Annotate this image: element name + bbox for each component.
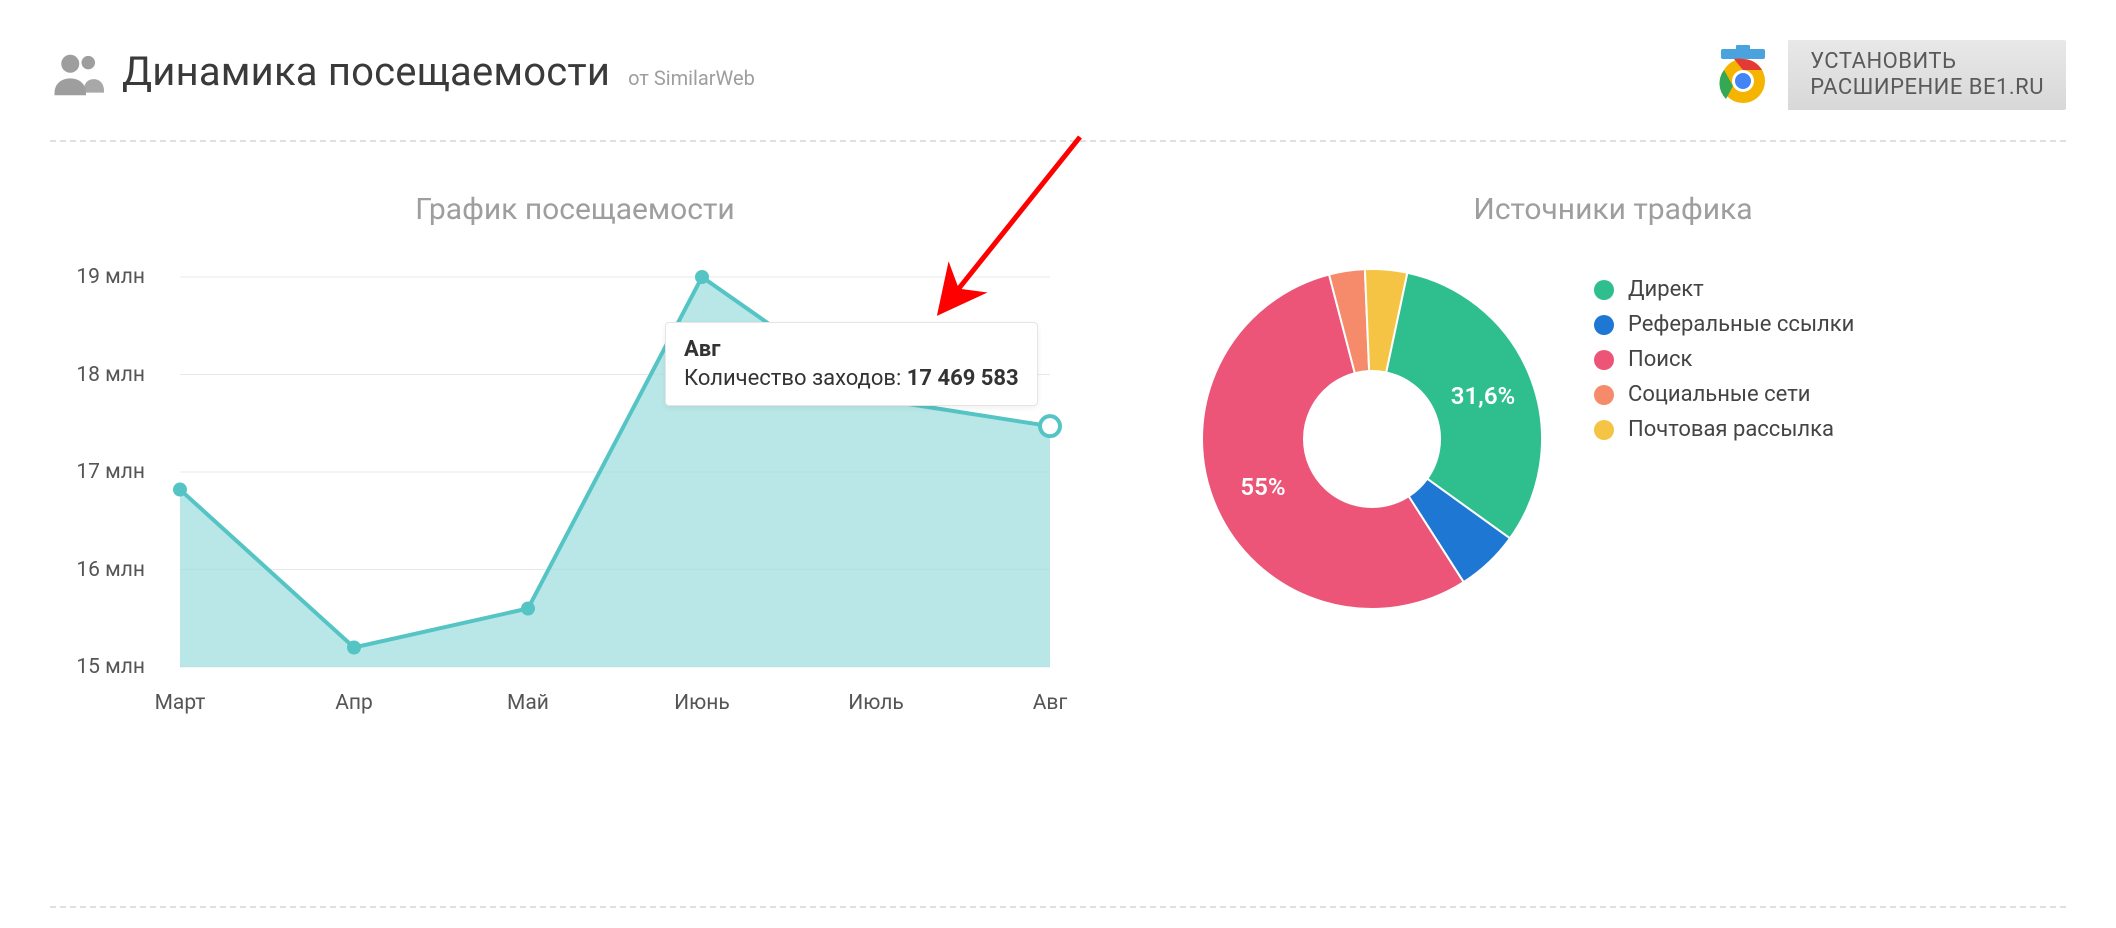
header-left: Динамика посещаемости от SimilarWeb [50, 48, 755, 102]
x-tick-label: Авг [1033, 691, 1068, 715]
page-title: Динамика посещаемости [122, 48, 610, 95]
legend-label: Поиск [1628, 347, 1692, 372]
legend-swatch [1594, 420, 1614, 440]
donut-pct-label: 55% [1240, 473, 1285, 501]
x-tick-label: Июнь [674, 691, 730, 715]
legend-swatch [1594, 385, 1614, 405]
y-tick-label: 15 млн [50, 655, 145, 679]
y-tick-label: 18 млн [50, 363, 145, 387]
traffic-chart-column: График посещаемости 15 млн 16 млн 17 млн 18… [50, 192, 1100, 727]
legend-item[interactable]: Директ [1594, 277, 1854, 302]
ext-line-2: РАСШИРЕНИЕ BE1.RU [1810, 75, 2044, 101]
footer-divider [50, 906, 2066, 908]
legend-item[interactable]: Почтовая рассылка [1594, 417, 1854, 442]
y-tick-label: 16 млн [50, 558, 145, 582]
header: Динамика посещаемости от SimilarWeb УСТА… [50, 40, 2066, 110]
legend-swatch [1594, 315, 1614, 335]
dashboard-card: Динамика посещаемости от SimilarWeb УСТА… [0, 0, 2116, 928]
install-extension-banner[interactable]: УСТАНОВИТЬ РАСШИРЕНИЕ BE1.RU [1698, 40, 2066, 110]
extension-text: УСТАНОВИТЬ РАСШИРЕНИЕ BE1.RU [1788, 49, 2066, 102]
legend-swatch [1594, 280, 1614, 300]
legend-item[interactable]: Поиск [1594, 347, 1854, 372]
x-tick-label: Март [155, 691, 206, 715]
x-tick-label: Май [507, 691, 549, 715]
legend-item[interactable]: Реферальные ссылки [1594, 312, 1854, 337]
y-tick-label: 17 млн [50, 460, 145, 484]
donut-svg [1200, 267, 1544, 611]
line-chart[interactable]: 15 млн 16 млн 17 млн 18 млн 19 млн Март Апр Ма… [50, 267, 1100, 727]
y-tick-label: 19 млн [50, 265, 145, 289]
x-tick-label: Июль [848, 691, 904, 715]
donut-chart[interactable]: 31,6% 55% Директ Реферальные ссылки Поиск Со… [1160, 267, 2066, 615]
x-tick-label: Апр [335, 691, 373, 715]
legend-label: Реферальные ссылки [1628, 312, 1854, 337]
legend-label: Директ [1628, 277, 1704, 302]
chrome-icon [1698, 40, 1788, 110]
tooltip-label: Количество заходов: [684, 366, 901, 391]
donut-pct-label: 31,6% [1451, 382, 1515, 410]
tooltip-value: 17 469 583 [907, 366, 1019, 391]
line-chart-title: График посещаемости [50, 192, 1100, 227]
charts-row: График посещаемости 15 млн 16 млн 17 млн 18… [50, 192, 2066, 727]
users-icon [50, 48, 104, 102]
legend-label: Почтовая рассылка [1628, 417, 1834, 442]
page-subtitle: от SimilarWeb [628, 66, 755, 90]
traffic-sources-column: Источники трафика 31,6% 55% Директ Реферал… [1160, 192, 2066, 727]
ext-line-1: УСТАНОВИТЬ [1810, 49, 2044, 75]
chart-tooltip: Авг Количество заходов: 17 469 583 [665, 322, 1038, 406]
legend-item[interactable]: Социальные сети [1594, 382, 1854, 407]
donut-chart-title: Источники трафика [1160, 192, 2066, 227]
tooltip-title: Авг [684, 337, 1019, 362]
donut-legend: Директ Реферальные ссылки Поиск Социальные … [1594, 277, 1854, 452]
legend-label: Социальные сети [1628, 382, 1810, 407]
divider [50, 140, 2066, 142]
legend-swatch [1594, 350, 1614, 370]
